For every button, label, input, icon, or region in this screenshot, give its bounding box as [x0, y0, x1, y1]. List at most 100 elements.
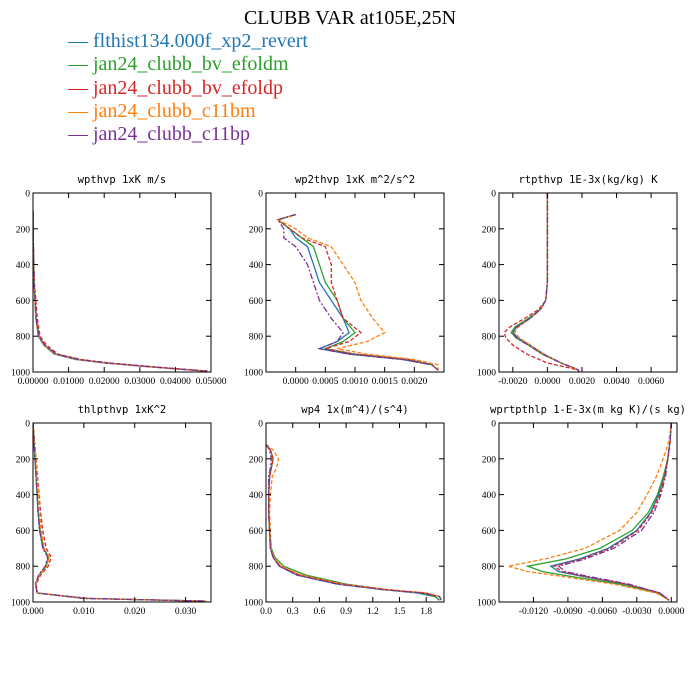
x-tick-label: 0.010 — [73, 607, 95, 617]
x-tick-label: 0.030 — [175, 607, 197, 617]
series-line — [508, 423, 672, 601]
chart-panel: rtpthvp 1E-3x(kg/kg) K 0 200 400 600 800 1000-… — [477, 174, 678, 387]
y-tick-label: 800 — [482, 333, 497, 343]
legend-line-icon: — — [68, 123, 93, 146]
y-tick-label: 600 — [16, 297, 31, 307]
y-tick-label: 0 — [258, 420, 263, 430]
panel-title: wprtpthlp 1-E-3x(m kg K)/(s kg) — [490, 404, 686, 416]
series-line — [276, 213, 439, 371]
series-line — [266, 443, 442, 601]
legend-item: — jan24_clubb_c11bm — [68, 100, 308, 123]
y-tick-label: 0 — [491, 190, 496, 200]
x-tick-label: 0.020 — [124, 607, 146, 617]
legend-line-icon: — — [68, 30, 93, 52]
y-tick-label: 200 — [16, 225, 31, 235]
x-tick-label: 0.0020 — [401, 377, 427, 387]
chart-panel: wp2thvp 1xK m^2/s^2 0 200 400 600 800 1000 0.00… — [244, 174, 445, 387]
series-line — [276, 213, 439, 371]
x-tick-label: 0.3 — [287, 607, 299, 617]
x-tick-label: 0.0 — [260, 607, 272, 617]
legend-line-icon: — — [68, 53, 93, 76]
y-tick-label: 600 — [249, 527, 264, 537]
series-line — [512, 193, 580, 372]
panel-title: rtpthvp 1E-3x(kg/kg) K — [518, 174, 658, 186]
legend: — flthist134.000f_xp2_revert — jan24_clu… — [68, 30, 308, 146]
series-line — [510, 193, 580, 372]
figure-title: CLUBB VAR at105E,25N — [243, 7, 457, 29]
y-tick-label: 600 — [482, 527, 497, 537]
x-tick-label: 0.0005 — [312, 377, 338, 387]
x-tick-label: 0.0000 — [283, 377, 309, 387]
x-tick-label: -0.0090 — [553, 607, 583, 617]
y-tick-label: 0 — [258, 190, 263, 200]
x-tick-label: 0.05000 — [196, 377, 227, 387]
x-tick-label: 0.000 — [22, 607, 44, 617]
series-line — [33, 423, 206, 602]
series-line — [33, 423, 206, 602]
y-tick-label: 800 — [249, 563, 264, 573]
y-tick-label: 400 — [16, 261, 31, 271]
series-line — [33, 210, 208, 372]
x-tick-label: 0.0040 — [603, 377, 629, 387]
y-tick-label: 800 — [249, 333, 264, 343]
y-tick-label: 800 — [482, 563, 497, 573]
legend-line-icon: — — [68, 99, 93, 122]
y-tick-label: 200 — [482, 225, 497, 235]
x-tick-label: 0.01000 — [53, 377, 84, 387]
y-tick-label: 200 — [482, 455, 497, 465]
plot-frame — [32, 422, 212, 603]
series-line — [276, 213, 439, 371]
x-tick-label: 0.00000 — [18, 377, 49, 387]
y-tick-label: 800 — [16, 333, 31, 343]
x-tick-label: 0.0060 — [638, 377, 664, 387]
plot-frame — [265, 422, 445, 603]
x-tick-label: 0.0000 — [658, 607, 684, 617]
series-line — [266, 444, 442, 601]
series-line — [557, 423, 672, 601]
y-tick-label: 200 — [16, 455, 31, 465]
chart-panel: wprtpthlp 1-E-3x(m kg K)/(s kg) 0 200 400 60… — [477, 404, 686, 617]
series-line — [513, 193, 580, 372]
y-tick-label: 1000 — [477, 369, 496, 379]
legend-item: — jan24_clubb_bv_efoldm — [68, 53, 308, 76]
y-tick-label: 600 — [482, 297, 497, 307]
y-tick-label: 1000 — [244, 369, 263, 379]
series-line — [525, 423, 672, 601]
x-tick-label: 0.0010 — [342, 377, 368, 387]
y-tick-label: 400 — [16, 491, 31, 501]
x-tick-label: 0.03000 — [124, 377, 155, 387]
legend-label: jan24_clubb_bv_efoldp — [93, 76, 283, 99]
y-tick-label: 600 — [16, 527, 31, 537]
x-tick-label: 0.0015 — [372, 377, 398, 387]
y-tick-label: 0 — [25, 190, 30, 200]
plot-frame — [32, 192, 212, 373]
y-tick-label: 1000 — [477, 599, 496, 609]
series-line — [266, 444, 440, 601]
series-line — [266, 444, 442, 601]
legend-label: jan24_clubb_c11bm — [93, 99, 256, 122]
panel-title: wp4 1x(m^4)/(s^4) — [301, 404, 408, 416]
legend-label: jan24_clubb_bv_efoldm — [93, 53, 289, 76]
series-line — [33, 423, 206, 602]
x-tick-label: 0.0020 — [569, 377, 595, 387]
y-tick-label: 400 — [482, 491, 497, 501]
y-tick-label: 400 — [249, 261, 264, 271]
legend-item: — jan24_clubb_c11bp — [68, 123, 308, 146]
x-tick-label: 0.6 — [313, 607, 325, 617]
y-tick-label: 0 — [491, 420, 496, 430]
x-tick-label: -0.0030 — [622, 607, 652, 617]
panel-title: thlpthvp 1xK^2 — [78, 404, 167, 416]
plot-frame — [498, 192, 678, 373]
series-line — [266, 444, 440, 601]
y-tick-label: 200 — [249, 225, 264, 235]
legend-item: — jan24_clubb_bv_efoldp — [68, 77, 308, 100]
legend-line-icon: — — [68, 76, 93, 99]
series-line — [33, 210, 208, 372]
y-tick-label: 1000 — [11, 369, 30, 379]
x-tick-label: -0.0120 — [519, 607, 549, 617]
y-tick-label: 1000 — [11, 599, 30, 609]
y-tick-label: 400 — [249, 491, 264, 501]
x-tick-label: 1.5 — [394, 607, 406, 617]
